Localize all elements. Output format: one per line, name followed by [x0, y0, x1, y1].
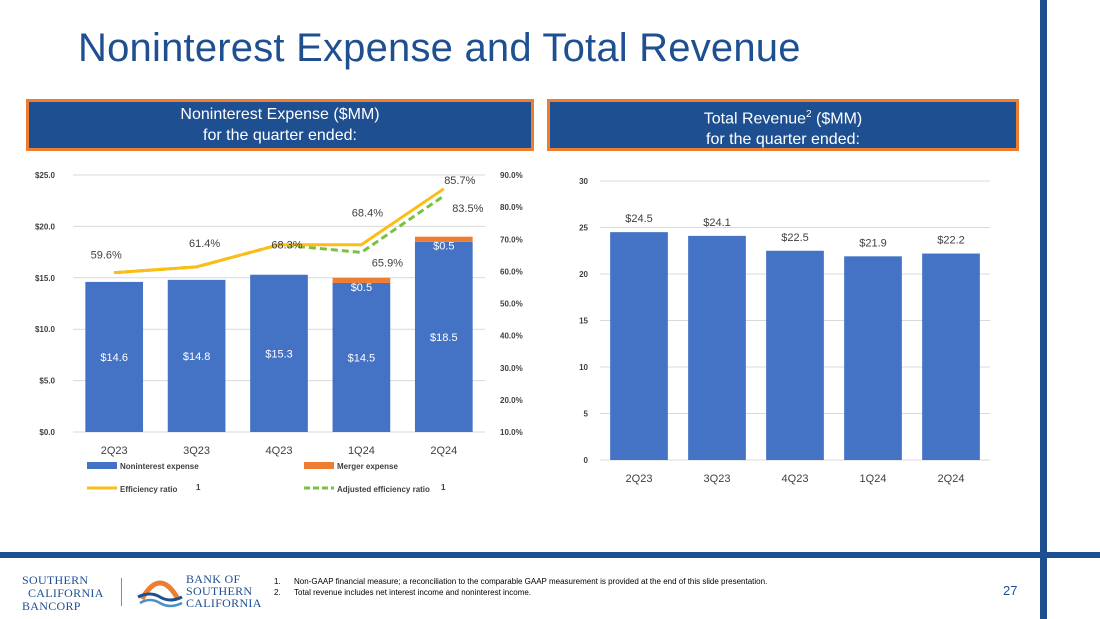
efficiency-ratio-label: 68.3%	[271, 240, 302, 252]
page-number: 27	[1003, 583, 1018, 598]
x-tick-label: 1Q24	[348, 445, 375, 457]
y2-tick-label: 80.0%	[500, 203, 523, 212]
legend-swatch-merger	[304, 462, 334, 469]
y-tick-label: $5.0	[39, 377, 55, 386]
efficiency-ratio-label: 61.4%	[189, 238, 220, 250]
legend-label-merger: Merger expense	[337, 462, 398, 471]
x-tick-label: 4Q23	[266, 445, 293, 457]
bar-data-label: $22.2	[937, 235, 965, 247]
y2-tick-label: 90.0%	[500, 171, 523, 180]
right-header-line2: for the quarter ended:	[706, 131, 860, 149]
x-tick-label: 4Q23	[782, 473, 809, 485]
bar-noninterest-expense	[414, 241, 473, 432]
adjusted-efficiency-ratio-label: 83.5%	[452, 203, 483, 215]
x-tick-label: 3Q23	[704, 473, 731, 485]
bar-data-label: $15.3	[265, 348, 293, 360]
x-tick-label: 1Q24	[860, 473, 887, 485]
bottom-accent-bar	[0, 552, 1100, 558]
y2-tick-label: 30.0%	[500, 364, 523, 373]
y-tick-label: 25	[579, 224, 588, 233]
efficiency-ratio-label: 85.7%	[444, 175, 475, 187]
y-tick-label: $15.0	[35, 274, 56, 283]
bank-logo-mark-icon	[137, 580, 183, 608]
y-tick-label: 10	[579, 363, 588, 372]
x-tick-label: 2Q23	[626, 473, 653, 485]
bar-data-label: $14.6	[100, 352, 128, 364]
left-header-line2: for the quarter ended:	[203, 127, 357, 144]
bar-noninterest-expense	[332, 282, 391, 432]
merger-data-label: $0.5	[351, 282, 372, 294]
x-tick-label: 2Q24	[938, 473, 965, 485]
bar-data-label: $24.5	[625, 213, 653, 225]
footnote-1: 1. Non-GAAP financial measure; a reconcil…	[274, 577, 768, 586]
legend-footnote-ref: 1	[196, 483, 201, 492]
legend-label-efficiency: Efficiency ratio	[120, 485, 177, 494]
legend-label-adjusted: Adjusted efficiency ratio	[337, 485, 430, 494]
y2-tick-label: 40.0%	[500, 332, 523, 341]
bar-total-revenue	[922, 253, 980, 460]
y2-tick-label: 10.0%	[500, 428, 523, 437]
merger-data-label: $0.5	[433, 241, 454, 253]
efficiency-ratio-label: 59.6%	[91, 250, 122, 262]
total-revenue-chart: 0 5 10 15 20 25 30 $24.5 $24.1 $22.5 $21.9 $22.2 2Q2…	[579, 177, 990, 485]
y-tick-label: 5	[584, 410, 589, 419]
noninterest-expense-chart: $0.0 $5.0 $10.0 $15.0 $20.0 $25.0 10.0% 20.0% 30…	[35, 171, 523, 494]
bar-data-label: $14.8	[183, 351, 211, 363]
right-chart-header: Total Revenue2 ($MM) for the quarter end…	[547, 99, 1019, 151]
bar-noninterest-expense	[167, 279, 226, 432]
legend-swatch-noninterest	[87, 462, 117, 469]
y-tick-label: 0	[584, 456, 589, 465]
bar-merger-expense	[332, 277, 391, 283]
y2-tick-label: 50.0%	[500, 300, 523, 309]
left-header-line1: Noninterest Expense ($MM)	[180, 106, 380, 123]
x-tick-label: 2Q23	[101, 445, 128, 457]
y2-tick-label: 20.0%	[500, 396, 523, 405]
adjusted-efficiency-ratio-label: 65.9%	[372, 257, 403, 269]
right-accent-bar	[1040, 0, 1047, 619]
footnote-2: 2. Total revenue includes net interest in…	[274, 588, 532, 597]
y-tick-label: $25.0	[35, 171, 56, 180]
bar-noninterest-expense	[250, 274, 308, 432]
efficiency-ratio-line	[114, 187, 445, 275]
efficiency-ratio-label: 68.4%	[352, 208, 383, 220]
bar-total-revenue	[688, 235, 746, 460]
y2-tick-label: 70.0%	[500, 235, 523, 244]
y-tick-label: 20	[579, 270, 588, 279]
y-tick-label: 15	[579, 317, 588, 326]
y-tick-label: $20.0	[35, 222, 56, 231]
bar-data-label: $18.5	[430, 332, 458, 344]
y-tick-label: 30	[579, 177, 588, 186]
footnotes: 1. Non-GAAP financial measure; a reconcil…	[274, 576, 767, 598]
legend-label-noninterest: Noninterest expense	[120, 462, 199, 471]
right-header-line1: Total Revenue2 ($MM)	[703, 109, 863, 128]
bar-data-label: $14.5	[348, 352, 376, 364]
bar-data-label: $24.1	[703, 217, 731, 229]
bank-of-southern-california-logo: BANK OF SOUTHERN CALIFORNIA	[186, 572, 262, 610]
logo-divider	[121, 578, 122, 606]
x-tick-label: 3Q23	[183, 445, 210, 457]
bar-data-label: $22.5	[781, 232, 809, 244]
x-tick-label: 2Q24	[430, 445, 457, 457]
left-chart-header: Noninterest Expense ($MM) for the quarte…	[26, 99, 534, 151]
bar-total-revenue	[844, 256, 902, 460]
bar-merger-expense	[414, 236, 473, 242]
bar-noninterest-expense	[85, 281, 144, 432]
page-title: Noninterest Expense and Total Revenue	[78, 26, 801, 70]
y-tick-label: $10.0	[35, 325, 56, 334]
y2-tick-label: 60.0%	[500, 267, 523, 276]
legend-footnote-ref: 1	[441, 483, 446, 492]
bar-data-label: $21.9	[859, 237, 887, 249]
bar-total-revenue	[610, 232, 668, 460]
y-tick-label: $0.0	[39, 428, 55, 437]
bar-total-revenue	[766, 250, 824, 460]
southern-california-bancorp-logo: SOUTHERN CALIFORNIA BANCORP	[22, 573, 104, 613]
